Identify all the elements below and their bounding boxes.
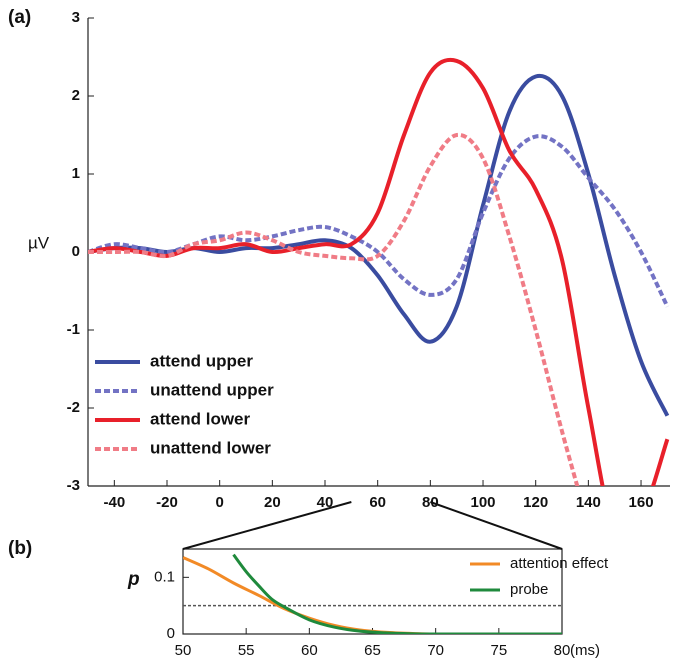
x-tick-label: 160 [629, 494, 654, 511]
x-tick-label: 70 [427, 642, 444, 659]
panel-label: (a) [8, 7, 31, 28]
plot-area [183, 553, 562, 634]
data-line [88, 132, 580, 486]
x-tick-label: 60 [369, 494, 386, 511]
legend-label: probe [510, 581, 548, 598]
data-line [88, 134, 670, 308]
x-tick-label: 20 [264, 494, 281, 511]
y-tick-label: -1 [67, 321, 80, 338]
y-tick-label: 1 [72, 165, 80, 182]
y-tick-label: 0.1 [154, 568, 175, 585]
x-tick-label: 75 [490, 642, 507, 659]
panel-label: (b) [8, 538, 32, 559]
y-axis-label: µV [28, 233, 50, 252]
zoom-connector [430, 501, 563, 550]
x-tick-label: -20 [156, 494, 178, 511]
y-axis-label: p [127, 569, 140, 590]
data-line [232, 553, 562, 634]
legend-label: unattend lower [150, 438, 271, 457]
data-line [183, 556, 562, 634]
x-tick-label: -40 [103, 494, 125, 511]
legend-label: unattend upper [150, 380, 274, 399]
y-tick-label: -3 [67, 477, 80, 494]
x-tick-label: 60 [301, 642, 318, 659]
y-tick-label: 0 [167, 625, 175, 642]
x-tick-label: 80 [554, 642, 571, 659]
x-axis-label: (ms) [570, 642, 600, 659]
y-tick-label: 2 [72, 87, 80, 104]
data-line [88, 57, 670, 486]
x-tick-label: 65 [364, 642, 381, 659]
x-tick-label: 0 [216, 494, 224, 511]
legend-label: attend upper [150, 351, 253, 370]
x-tick-label: 40 [317, 494, 334, 511]
plot-area [88, 57, 670, 486]
x-tick-label: 140 [576, 494, 601, 511]
x-tick-label: 50 [175, 642, 192, 659]
legend-label: attend lower [150, 409, 251, 428]
x-tick-label: 55 [238, 642, 255, 659]
y-tick-label: 3 [72, 9, 80, 26]
zoom-connector [182, 501, 352, 550]
x-tick-label: 120 [523, 494, 548, 511]
x-tick-label: 100 [471, 494, 496, 511]
legend-label: attention effect [510, 555, 609, 572]
y-tick-label: -2 [67, 399, 80, 416]
y-tick-label: 0 [72, 243, 80, 260]
